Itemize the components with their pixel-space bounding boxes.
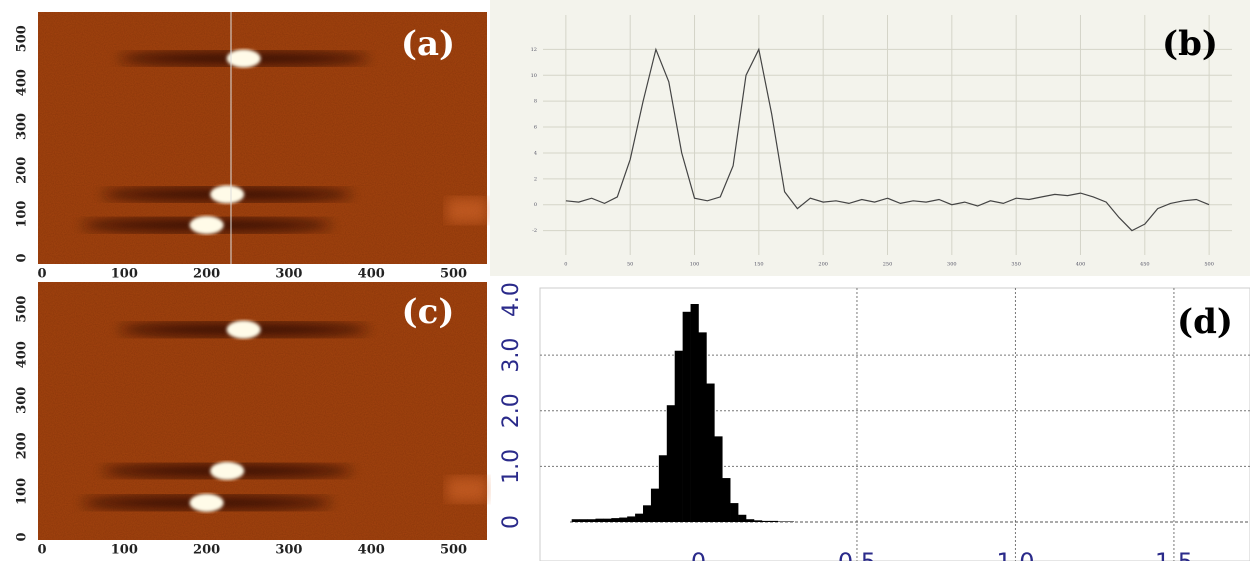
bar: [658, 455, 668, 522]
y-tick-label: 400: [15, 341, 30, 368]
bar: [643, 505, 652, 522]
bar: [682, 311, 691, 522]
bar: [627, 516, 636, 522]
spot: [210, 185, 245, 204]
x-tick-label: 0: [691, 548, 706, 561]
x-tick-label: 0: [564, 262, 567, 268]
x-tick-label: 0.5: [838, 548, 876, 561]
x-tick-label: 100: [690, 262, 700, 268]
x-tick-label: 200: [193, 543, 220, 558]
x-tick-label: 500: [1204, 262, 1214, 268]
bar: [769, 520, 779, 522]
spot: [226, 49, 261, 68]
y-tick-label: 3.0: [499, 338, 524, 373]
y-tick-label: 100: [15, 201, 30, 228]
y-tick-label: 0: [534, 202, 537, 208]
bar: [746, 519, 755, 522]
y-tick-label: 500: [15, 25, 30, 52]
x-tick-label: 250: [883, 262, 893, 268]
bar: [603, 518, 612, 522]
bar: [611, 518, 620, 522]
bar: [722, 478, 731, 522]
afm-edge: [447, 477, 487, 502]
x-tick-label: 400: [358, 543, 385, 558]
plot-bg: [490, 0, 1250, 276]
y-tick-label: 200: [15, 157, 30, 184]
x-tick-label: 300: [275, 543, 302, 558]
bar: [714, 436, 723, 522]
x-tick-label: 350: [1011, 262, 1021, 268]
x-tick-label: 0: [37, 543, 46, 558]
spot: [210, 461, 245, 480]
bar: [666, 405, 676, 522]
y-tick-label: 6: [534, 125, 537, 131]
bar: [690, 304, 699, 522]
y-tick-label: 300: [15, 113, 30, 140]
x-tick-label: 450: [1140, 262, 1150, 268]
y-tick-label: 2: [534, 176, 537, 182]
spot: [226, 320, 261, 339]
bar: [674, 350, 683, 522]
bar: [571, 519, 580, 522]
y-tick-label: 4.0: [499, 282, 524, 317]
bar: [730, 503, 739, 522]
y-tick-label: 0: [15, 253, 30, 262]
y-tick-label: 2.0: [499, 393, 524, 428]
panel-label: (a): [401, 24, 455, 64]
y-tick-label: 400: [15, 69, 30, 96]
afm-edge: [447, 198, 487, 223]
bar: [777, 521, 786, 522]
panel-label: (d): [1177, 302, 1233, 342]
spot: [189, 493, 224, 512]
y-tick-label: 100: [15, 478, 30, 505]
y-tick-label: 8: [534, 99, 537, 105]
bar: [595, 518, 604, 522]
x-tick-label: 400: [1076, 262, 1086, 268]
spot: [189, 216, 224, 235]
x-tick-label: 200: [193, 267, 220, 282]
panel: 0 100 200 300 400 500 0 100 200 300 400 500 (c): [15, 282, 487, 558]
y-tick-label: 500: [15, 296, 30, 323]
bar: [579, 519, 588, 522]
x-tick-label: 0: [37, 267, 46, 282]
panel-label: (c): [402, 292, 455, 332]
y-tick-label: 0: [499, 515, 524, 529]
bar: [635, 513, 644, 522]
y-tick-label: 4: [534, 150, 537, 156]
x-tick-label: 300: [947, 262, 957, 268]
bar: [650, 488, 660, 522]
x-tick-label: 300: [275, 267, 302, 282]
x-tick-label: 1.0: [996, 548, 1034, 561]
panel: 0 50 100 150 200 250 300 350 400 450 500 -2 0 2 4 6 8 10 1…: [490, 0, 1250, 276]
bar: [738, 514, 747, 522]
x-tick-label: 200: [818, 262, 828, 268]
x-tick-label: 1.5: [1155, 548, 1193, 561]
bar: [753, 520, 763, 522]
y-tick-label: 300: [15, 387, 30, 414]
x-tick-label: 500: [440, 267, 467, 282]
panel: 0 0.5 1.0 1.5 0 1.0 2.0 3.0 4.0 (d): [499, 282, 1250, 561]
bar: [761, 520, 771, 522]
bar: [785, 521, 794, 522]
panel-label: (b): [1162, 24, 1218, 64]
x-tick-label: 100: [111, 543, 138, 558]
bar: [706, 383, 715, 522]
y-tick-label: 0: [15, 532, 30, 541]
x-tick-label: 150: [754, 262, 764, 268]
panel: 0 100 200 300 400 500 0 100 200 300 400 500 (a): [15, 12, 487, 282]
y-tick-label: 10: [531, 73, 537, 79]
profile-line: [565, 47, 1210, 232]
x-tick-label: 400: [358, 267, 385, 282]
y-tick-label: 12: [531, 47, 537, 53]
bar: [698, 332, 707, 522]
bar: [619, 517, 628, 522]
y-tick-label: -2: [532, 228, 537, 234]
bar: [587, 519, 596, 522]
x-tick-label: 500: [440, 543, 467, 558]
y-tick-label: 1.0: [499, 449, 524, 484]
y-tick-label: 200: [15, 432, 30, 459]
x-tick-label: 100: [111, 267, 138, 282]
x-tick-label: 50: [627, 262, 633, 268]
